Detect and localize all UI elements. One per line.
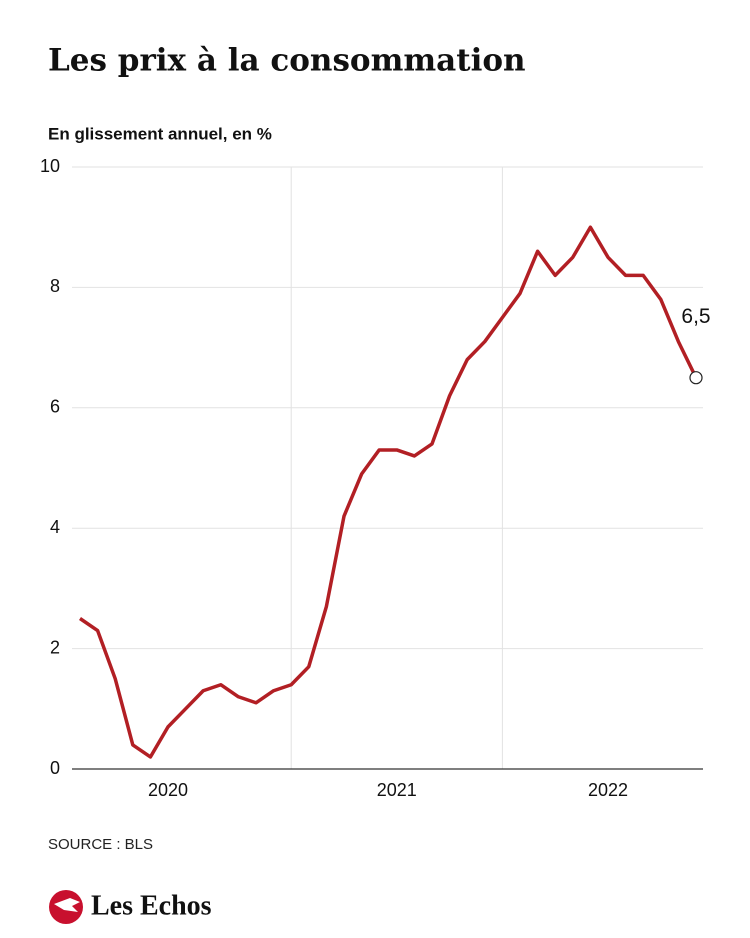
y-tick-label: 6 xyxy=(50,397,60,417)
logo xyxy=(49,890,83,924)
x-tick-label: 2020 xyxy=(148,780,188,800)
y-tick-label: 8 xyxy=(50,276,60,296)
y-tick-label: 10 xyxy=(40,156,60,176)
x-tick-label: 2022 xyxy=(588,780,628,800)
line xyxy=(79,225,698,759)
end-marker xyxy=(689,371,703,385)
subtitle: En glissement annuel, en % xyxy=(48,124,272,143)
y-tick-label: 0 xyxy=(50,758,60,778)
chart-title: Les prix à la consommation xyxy=(48,43,526,79)
brand: Les Echos xyxy=(91,890,212,921)
y-tick-label: 4 xyxy=(50,517,60,537)
data-label: 6,5 xyxy=(681,305,710,328)
x-tick-label: 2021 xyxy=(377,780,417,800)
logo-icon xyxy=(54,898,80,912)
y-tick-label: 2 xyxy=(50,637,60,657)
source: SOURCE : BLS xyxy=(48,836,153,853)
